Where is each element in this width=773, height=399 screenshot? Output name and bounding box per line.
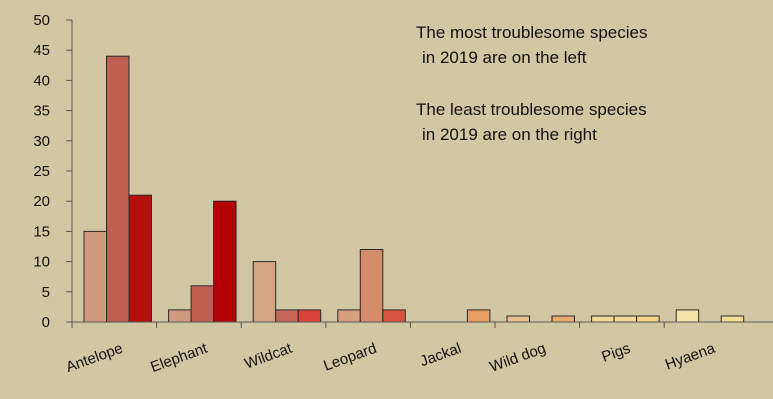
y-tick-label: 40 [33, 72, 50, 89]
category-label-antelope: Antelope [64, 340, 125, 376]
category-label-wildcat: Wildcat [242, 340, 295, 373]
y-tick-label: 20 [33, 193, 50, 210]
annotations-layer: The most troublesome species in 2019 are … [416, 23, 648, 144]
bar-leopard-1 [337, 309, 361, 323]
bar-elephant-2 [190, 285, 215, 323]
bar-elephant-1 [168, 309, 192, 323]
bar-pigs-3 [636, 315, 660, 323]
bar-antelope-1 [83, 230, 107, 323]
y-tick-label: 35 [33, 103, 50, 120]
bar-hyaena-3 [720, 315, 745, 323]
annotation-2-line-2: in 2019 are on the right [422, 125, 597, 144]
bar-leopard-3 [382, 309, 406, 323]
bar-wildcat-1 [252, 261, 277, 323]
y-tick-label: 45 [33, 42, 50, 59]
annotation-1-line-2: in 2019 are on the left [422, 48, 587, 67]
y-tick-label: 0 [42, 314, 50, 331]
bar-wild-dog-3 [551, 315, 575, 323]
category-label-elephant: Elephant [148, 340, 210, 377]
bar-pigs-1 [591, 315, 615, 323]
category-label-pigs: Pigs [599, 340, 632, 366]
bar-jackal-3 [466, 309, 491, 323]
category-label-jackal: Jackal [418, 340, 464, 371]
y-tick-label: 25 [33, 163, 50, 180]
axes-layer [66, 19, 773, 328]
bar-elephant-3 [213, 200, 237, 323]
annotation-2-line-1: The least troublesome species [416, 100, 647, 119]
bar-hyaena-1 [675, 309, 700, 323]
y-tick-label: 50 [33, 12, 50, 29]
annotation-1-line-1: The most troublesome species [416, 23, 648, 42]
category-label-leopard: Leopard [321, 340, 379, 375]
bars-layer [83, 55, 745, 323]
y-tick-label: 30 [33, 133, 50, 150]
bar-wildcat-3 [297, 309, 322, 323]
y-tick-label: 5 [42, 284, 50, 301]
y-tick-label: 10 [33, 254, 50, 271]
bar-antelope-3 [128, 194, 152, 323]
bar-leopard-2 [359, 249, 384, 323]
bar-antelope-2 [106, 55, 130, 323]
bar-wild-dog-1 [506, 315, 530, 323]
bar-wildcat-2 [275, 309, 299, 323]
y-tick-label: 15 [33, 223, 50, 240]
category-label-wild-dog: Wild dog [487, 340, 548, 376]
bar-pigs-2 [613, 315, 638, 323]
category-label-hyaena: Hyaena [663, 340, 718, 374]
